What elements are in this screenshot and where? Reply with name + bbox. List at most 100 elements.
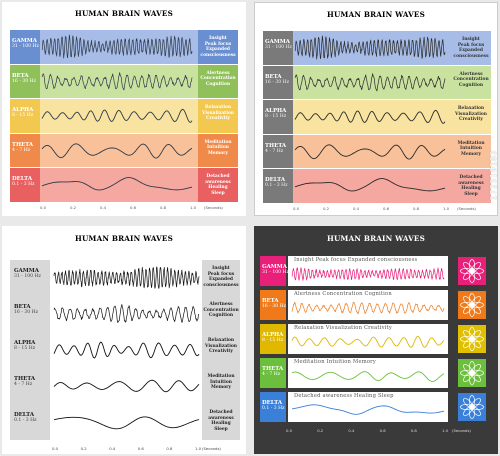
- theta-wave-line: [53, 379, 200, 393]
- description-line: Detached: [459, 175, 483, 180]
- band-description-gamma: Insight Peak focus Expanded consciousness: [202, 266, 240, 288]
- tick-label: 1.0: [442, 428, 449, 433]
- alpha-wave: [53, 341, 200, 359]
- mandala-center: [469, 302, 475, 308]
- description-line: consciousness: [453, 53, 489, 59]
- band-label-gamma: GAMMA 31 - 100 Hz: [265, 39, 292, 52]
- description-line: Insight: [212, 266, 230, 271]
- mandala-center: [469, 370, 475, 376]
- band-name: GAMMA: [265, 39, 290, 45]
- description-line: Meditation: [207, 374, 235, 379]
- tick-label: 0.8: [410, 428, 417, 433]
- band-description-theta: Meditation Intuition Memory: [451, 141, 491, 158]
- band-frequency: 16 - 30 Hz: [265, 79, 290, 85]
- theta-wave: [41, 142, 193, 159]
- tick-label: 0.4: [353, 205, 360, 211]
- theta-wave-line: [294, 143, 446, 160]
- description-line: Cognition: [205, 81, 231, 87]
- tick-label: 0.2: [323, 205, 330, 211]
- band-description-line: Alertness Concentration Cognition: [294, 291, 392, 297]
- band-description-beta: Alertness Concentration Cognition: [451, 72, 491, 89]
- band-card-beta: [288, 290, 448, 320]
- gamma-wave-line: [291, 267, 445, 281]
- band-card-delta: [288, 392, 448, 422]
- band-name: BETA: [12, 72, 29, 79]
- band-label-gamma: GAMMA 31 - 100 Hz: [262, 264, 289, 277]
- description-line: Relaxation: [204, 105, 232, 110]
- band-label-delta: DELTA 0.1 - 3 Hz: [14, 412, 37, 425]
- gamma-wave-line: [41, 34, 193, 59]
- description-line: Meditation: [457, 140, 485, 146]
- band-frequency: 0.1 - 3 Hz: [262, 406, 285, 412]
- delta-wave-line: [53, 416, 200, 430]
- band-tab-delta: [260, 392, 286, 422]
- tick-label: 1.0: [443, 205, 450, 211]
- band-name: THETA: [265, 142, 287, 149]
- band-description-alpha: Relaxation Visualization Creativity: [451, 106, 491, 123]
- band-frequency: 31 - 100 Hz: [14, 274, 41, 280]
- time-axis-name: (Seconds): [202, 446, 221, 451]
- description-line: Sleep: [211, 190, 225, 196]
- delta-wave-line: [294, 178, 446, 192]
- delta-wave-line: [291, 404, 445, 415]
- description-line: Expanded: [208, 277, 233, 283]
- tick-label: 0.4: [100, 204, 107, 210]
- band-label-delta: DELTA 0.1 - 3 Hz: [262, 400, 285, 413]
- band-card-alpha: [288, 324, 448, 354]
- stock-id-watermark: 172519183: [489, 150, 498, 201]
- description-line: Cognition: [458, 82, 484, 88]
- description-line: Visualization: [455, 111, 487, 117]
- band-tab-gamma: [260, 256, 286, 286]
- description-line: Creativity: [206, 116, 230, 122]
- band-label-beta: BETA 16 - 30 Hz: [265, 74, 289, 87]
- band-tab-beta: [260, 290, 286, 320]
- description-line: Detached: [209, 410, 233, 415]
- band-name: BETA: [265, 73, 282, 80]
- panel-title: HUMAN BRAIN WAVES: [326, 234, 426, 243]
- band-name: DELTA: [14, 412, 35, 418]
- band-label-delta: DELTA 0.1 - 3 Hz: [12, 176, 35, 189]
- description-line: Insight: [209, 36, 227, 41]
- band-frequency: 0.1 - 3 Hz: [12, 182, 35, 188]
- beta-wave: [294, 72, 446, 91]
- mandala-icon: [458, 359, 486, 387]
- tick-label: 0.6: [379, 428, 386, 433]
- description-line: Memory: [210, 385, 232, 391]
- band-description-line: Meditation Intuition Memory: [294, 359, 376, 365]
- mandala-center: [469, 268, 475, 274]
- panel-dark: HUMAN BRAIN WAVES GAMMA 31 - 100 Hz Insigh…: [254, 226, 498, 454]
- alpha-wave: [291, 335, 445, 348]
- band-description-alpha: Relaxation Visualization Creativity: [202, 338, 240, 355]
- theta-wave: [291, 371, 445, 382]
- description-line: Peak focus: [457, 42, 485, 48]
- band-name: BETA: [262, 298, 279, 304]
- alpha-wave-line: [41, 108, 193, 123]
- description-line: awareness: [205, 179, 231, 185]
- description-line: Visualization: [205, 343, 237, 349]
- gamma-wave: [294, 35, 446, 60]
- gamma-wave: [291, 267, 445, 281]
- band-description-delta: Detached awareness Healing Sleep: [451, 175, 491, 197]
- alpha-wave: [294, 109, 446, 124]
- description-line: Concentration: [453, 77, 489, 83]
- band-description-theta: Meditation Intuition Memory: [202, 374, 240, 391]
- description-line: Intuition: [460, 146, 482, 152]
- description-line: Peak focus: [204, 41, 232, 47]
- band-row-theta: [10, 133, 238, 167]
- band-row-beta: [263, 65, 491, 99]
- mandala-icon: [458, 291, 486, 319]
- description-line: Insight: [462, 37, 480, 42]
- band-description-line: Relaxation Visualization Creativity: [294, 325, 392, 331]
- band-row-alpha: [10, 99, 238, 133]
- time-axis-name: (Seconds): [452, 428, 471, 433]
- band-name: GAMMA: [14, 268, 39, 274]
- gamma-wave-line: [294, 35, 446, 60]
- description-line: Cognition: [208, 313, 234, 319]
- description-line: Visualization: [202, 110, 234, 116]
- time-axis-name: (Seconds): [204, 204, 223, 210]
- band-row-alpha: [263, 100, 491, 134]
- band-label-alpha: ALPHA 8 - 15 Hz: [262, 332, 283, 345]
- label-column: [10, 260, 50, 440]
- tick-label: 0.8: [166, 446, 173, 451]
- beta-wave: [53, 304, 200, 323]
